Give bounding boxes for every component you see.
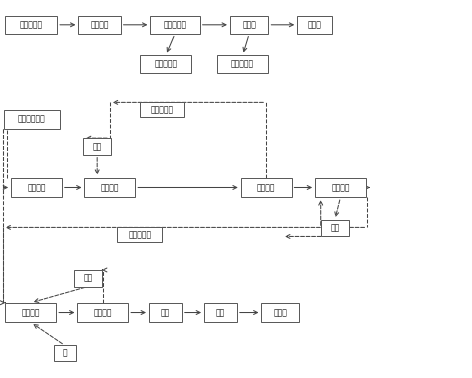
FancyBboxPatch shape xyxy=(84,178,135,197)
Text: 石块等重杂: 石块等重杂 xyxy=(231,60,254,69)
Text: 二级压榨: 二级压榨 xyxy=(331,183,350,192)
Text: 二级萃取液: 二级萃取液 xyxy=(150,105,173,115)
FancyBboxPatch shape xyxy=(118,228,162,242)
FancyBboxPatch shape xyxy=(297,16,332,34)
FancyBboxPatch shape xyxy=(5,16,57,34)
Text: 三级萃取: 三级萃取 xyxy=(22,308,40,317)
Text: 一级萃取液: 一级萃取液 xyxy=(128,231,152,239)
FancyBboxPatch shape xyxy=(141,55,191,73)
FancyBboxPatch shape xyxy=(315,178,366,197)
Text: 旋风分离器: 旋风分离器 xyxy=(163,20,186,29)
Text: 水分: 水分 xyxy=(93,142,102,151)
FancyBboxPatch shape xyxy=(140,102,184,118)
Text: 三级压榨: 三级压榨 xyxy=(93,308,112,317)
Text: 水分: 水分 xyxy=(83,274,93,283)
Text: 水: 水 xyxy=(62,349,67,358)
Text: 二级萃取: 二级萃取 xyxy=(257,183,275,192)
FancyBboxPatch shape xyxy=(217,55,268,73)
Text: 碎秆机: 碎秆机 xyxy=(308,20,322,29)
Text: 副产品: 副产品 xyxy=(273,308,287,317)
FancyBboxPatch shape xyxy=(241,178,292,197)
Text: 粉碎: 粉碎 xyxy=(216,308,225,317)
FancyBboxPatch shape xyxy=(204,303,237,322)
FancyBboxPatch shape xyxy=(261,303,299,322)
FancyBboxPatch shape xyxy=(4,110,59,129)
FancyBboxPatch shape xyxy=(11,178,62,197)
FancyBboxPatch shape xyxy=(83,138,111,155)
Text: 一级压榨: 一级压榨 xyxy=(101,183,119,192)
FancyBboxPatch shape xyxy=(320,220,349,237)
Text: 风力输送: 风力输送 xyxy=(90,20,109,29)
Text: 甜菊糖萃取液: 甜菊糖萃取液 xyxy=(18,115,46,124)
FancyBboxPatch shape xyxy=(151,16,200,34)
Text: 甜菊叶原料: 甜菊叶原料 xyxy=(20,20,43,29)
FancyBboxPatch shape xyxy=(5,303,56,322)
Text: 一级萃取: 一级萃取 xyxy=(27,183,46,192)
FancyBboxPatch shape xyxy=(78,16,121,34)
FancyBboxPatch shape xyxy=(74,270,102,287)
FancyBboxPatch shape xyxy=(149,303,182,322)
Text: 烘干: 烘干 xyxy=(161,308,170,317)
Text: 去石器: 去石器 xyxy=(242,20,256,29)
FancyBboxPatch shape xyxy=(77,303,128,322)
Text: 灰尘等清杂: 灰尘等清杂 xyxy=(154,60,177,69)
Text: 水分: 水分 xyxy=(330,224,339,233)
FancyBboxPatch shape xyxy=(230,16,269,34)
FancyBboxPatch shape xyxy=(54,345,76,361)
